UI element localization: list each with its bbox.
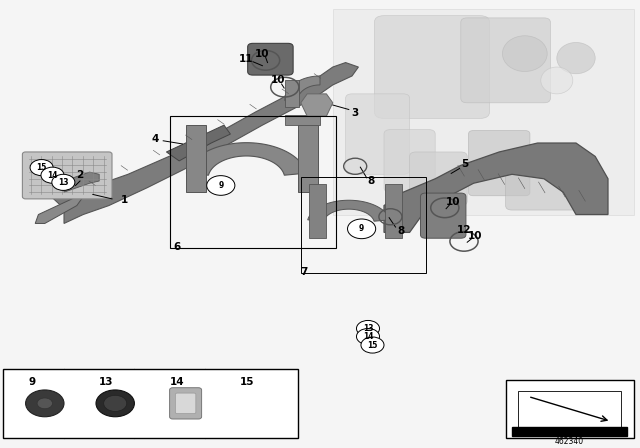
Text: 2: 2 — [76, 170, 84, 180]
Polygon shape — [51, 188, 83, 206]
Text: 14: 14 — [170, 377, 184, 387]
Bar — [518, 391, 621, 427]
FancyBboxPatch shape — [374, 16, 490, 118]
Ellipse shape — [502, 36, 547, 72]
FancyBboxPatch shape — [468, 130, 530, 196]
Circle shape — [356, 320, 380, 336]
Bar — [298, 125, 318, 192]
Text: 5: 5 — [461, 159, 469, 169]
Text: 462340: 462340 — [555, 437, 584, 446]
Text: 7: 7 — [300, 267, 308, 277]
Circle shape — [356, 328, 380, 345]
Text: 15: 15 — [36, 163, 47, 172]
Text: 4: 4 — [151, 134, 159, 143]
Text: 8: 8 — [367, 177, 375, 186]
Bar — [506, 380, 634, 438]
Text: 9: 9 — [359, 224, 364, 233]
Bar — [3, 369, 298, 438]
Text: 9: 9 — [29, 377, 36, 387]
Circle shape — [361, 337, 384, 353]
Bar — [333, 9, 634, 215]
Text: 11: 11 — [239, 54, 253, 64]
Circle shape — [96, 390, 134, 417]
Circle shape — [52, 174, 75, 190]
FancyBboxPatch shape — [410, 152, 467, 206]
Circle shape — [207, 176, 235, 195]
Polygon shape — [166, 125, 230, 161]
Bar — [285, 115, 320, 125]
Text: 13: 13 — [99, 377, 114, 387]
Bar — [301, 177, 426, 273]
FancyBboxPatch shape — [461, 18, 550, 103]
FancyBboxPatch shape — [506, 156, 582, 210]
Text: 10: 10 — [446, 197, 460, 207]
Bar — [385, 184, 402, 238]
Circle shape — [37, 398, 52, 409]
Text: 13: 13 — [58, 178, 68, 187]
Bar — [170, 116, 336, 248]
Circle shape — [41, 167, 64, 183]
Bar — [186, 125, 206, 192]
Text: 8: 8 — [397, 226, 404, 236]
Circle shape — [348, 219, 376, 239]
Ellipse shape — [557, 43, 595, 74]
FancyBboxPatch shape — [170, 388, 202, 419]
FancyBboxPatch shape — [248, 43, 293, 75]
Text: 14: 14 — [363, 332, 373, 341]
FancyBboxPatch shape — [346, 94, 410, 174]
Circle shape — [104, 395, 127, 411]
Text: 15: 15 — [240, 377, 255, 387]
FancyBboxPatch shape — [22, 152, 112, 199]
Text: 13: 13 — [363, 324, 373, 333]
Text: 14: 14 — [47, 171, 58, 180]
Text: 1: 1 — [121, 195, 129, 205]
Text: 10: 10 — [255, 49, 269, 59]
Bar — [512, 427, 627, 436]
FancyBboxPatch shape — [384, 129, 435, 192]
FancyBboxPatch shape — [175, 393, 196, 414]
Polygon shape — [64, 172, 99, 192]
Text: 15: 15 — [367, 340, 378, 349]
Polygon shape — [301, 94, 333, 116]
Polygon shape — [384, 143, 608, 233]
Polygon shape — [64, 63, 358, 224]
Circle shape — [30, 159, 53, 176]
Text: 10: 10 — [468, 231, 483, 241]
Polygon shape — [186, 143, 307, 175]
Polygon shape — [285, 76, 320, 100]
Polygon shape — [35, 197, 83, 224]
Ellipse shape — [541, 67, 573, 94]
Circle shape — [26, 390, 64, 417]
Text: 10: 10 — [271, 75, 285, 86]
Bar — [309, 184, 326, 238]
Text: 6: 6 — [173, 242, 181, 252]
Bar — [285, 81, 299, 107]
FancyBboxPatch shape — [420, 193, 466, 238]
Polygon shape — [308, 200, 390, 221]
Text: 12: 12 — [457, 225, 471, 235]
Text: 9: 9 — [218, 181, 223, 190]
Text: 3: 3 — [351, 108, 359, 118]
